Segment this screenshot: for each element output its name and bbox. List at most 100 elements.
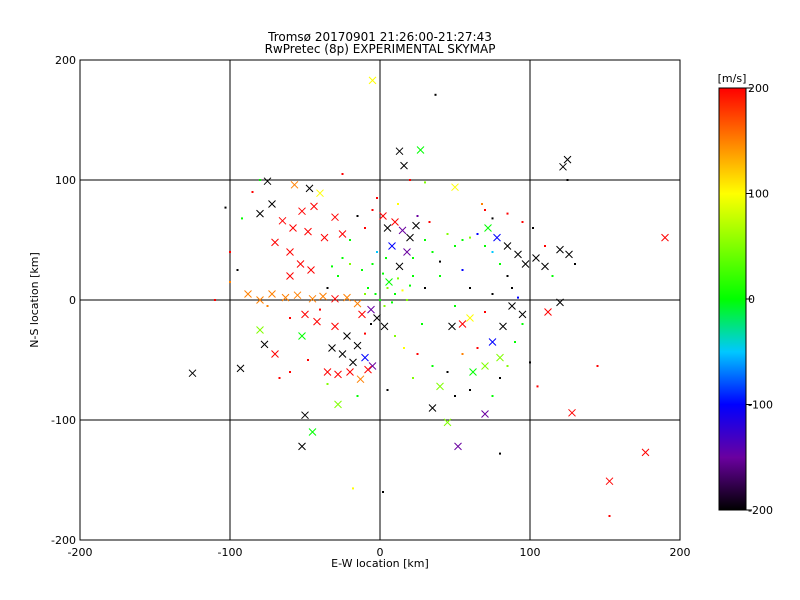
- data-point-dot: [356, 395, 359, 397]
- data-point-cross: [466, 314, 474, 322]
- y-tick-label: 200: [55, 54, 76, 67]
- data-point-dot: [491, 217, 494, 220]
- data-point-cross: [556, 245, 564, 254]
- data-point-cross: [436, 382, 444, 391]
- data-point-cross: [305, 184, 314, 193]
- data-point-cross: [406, 233, 414, 242]
- data-point-dot: [251, 191, 254, 193]
- y-axis-label: N-S location [km]: [28, 252, 41, 348]
- data-point-cross: [304, 227, 312, 236]
- data-point-cross: [454, 442, 462, 451]
- data-point-cross: [448, 322, 456, 331]
- data-point-cross: [364, 365, 372, 374]
- data-point-dot: [499, 377, 501, 379]
- data-point-dot: [382, 491, 384, 493]
- data-point-dot: [376, 251, 378, 253]
- data-point-cross: [395, 262, 404, 271]
- data-point-dot: [229, 281, 231, 283]
- data-point-dot: [521, 323, 524, 325]
- data-point-cross: [188, 369, 197, 378]
- colorbar-tick-label: -100: [748, 399, 773, 412]
- data-point-dot: [551, 275, 554, 277]
- data-point-cross: [268, 200, 276, 208]
- x-tick-label: -100: [218, 546, 243, 559]
- data-point-cross: [416, 146, 425, 154]
- data-point-dot: [352, 487, 354, 490]
- data-point-dot: [241, 217, 243, 220]
- y-tick-labels: -200 -100 0 100 200: [51, 54, 76, 547]
- data-point-dot: [481, 203, 483, 205]
- data-point-cross: [661, 233, 669, 242]
- data-point-cross: [308, 428, 317, 436]
- data-point-dot: [331, 265, 333, 268]
- data-point-dot: [406, 299, 408, 301]
- data-point-dot: [484, 311, 486, 313]
- data-point-cross: [293, 291, 302, 300]
- data-point-cross: [286, 248, 294, 256]
- data-point-cross: [301, 411, 309, 420]
- data-point-dot: [421, 323, 423, 325]
- data-point-dot: [236, 269, 239, 271]
- data-point-dot: [371, 209, 374, 211]
- data-point-cross: [268, 290, 276, 298]
- data-point-cross: [331, 322, 339, 331]
- data-point-dot: [229, 251, 231, 253]
- data-point-cross: [541, 262, 549, 271]
- data-point-dot: [224, 206, 227, 209]
- data-point-cross: [289, 224, 297, 232]
- data-point-dot: [574, 263, 576, 265]
- data-point-dot: [461, 239, 464, 241]
- data-point-cross: [403, 248, 411, 256]
- x-tick-label: 0: [377, 546, 384, 559]
- data-point-cross: [380, 322, 389, 331]
- data-point-cross: [286, 272, 294, 280]
- data-point-dot: [412, 257, 414, 259]
- data-point-dot: [382, 272, 384, 275]
- data-point-dot: [428, 221, 431, 223]
- data-point-dot: [394, 335, 396, 337]
- data-point-cross: [356, 375, 365, 384]
- data-point-dot: [409, 284, 411, 287]
- data-point-dot: [289, 317, 291, 319]
- colorbar-tick-label: 200: [748, 82, 769, 95]
- data-point-cross: [443, 418, 452, 427]
- data-point-cross: [518, 310, 527, 319]
- data-point-cross: [358, 310, 366, 319]
- data-point-cross: [328, 344, 336, 352]
- data-point-dot: [214, 299, 216, 301]
- data-point-dot: [401, 289, 404, 292]
- colorbar-ticks: 200 100 0 -100 -200: [746, 82, 773, 517]
- data-point-dot: [484, 209, 486, 211]
- data-point-dot: [383, 305, 386, 307]
- data-point-cross: [331, 213, 339, 222]
- data-point-dot: [374, 293, 377, 295]
- data-point-dot: [454, 395, 456, 397]
- colorbar-tick-label: -200: [748, 504, 773, 517]
- data-point-cross: [493, 233, 501, 242]
- colorbar-tick-label: 100: [748, 188, 769, 201]
- data-point-dot: [476, 233, 479, 235]
- data-point-cross: [236, 364, 245, 373]
- data-point-cross: [349, 358, 357, 367]
- data-point-cross: [556, 298, 564, 307]
- data-point-cross: [278, 216, 287, 225]
- data-point-cross: [301, 310, 309, 319]
- data-point-cross: [395, 147, 404, 156]
- data-point-cross: [338, 350, 347, 358]
- data-point-dot: [439, 275, 441, 277]
- data-point-dot: [511, 287, 513, 289]
- data-point-dot: [566, 179, 569, 181]
- data-point-cross: [532, 254, 540, 262]
- data-point-dot: [461, 269, 464, 271]
- data-point-dot: [409, 179, 411, 181]
- data-point-dot: [491, 293, 494, 295]
- data-point-cross: [323, 368, 332, 376]
- data-point-dot: [446, 233, 449, 235]
- data-point-dot: [491, 395, 494, 397]
- y-tick-label: -200: [51, 534, 76, 547]
- data-point-dot: [499, 263, 501, 265]
- data-point-cross: [469, 368, 477, 376]
- colorbar-tick-label: 0: [748, 293, 755, 306]
- data-point-cross: [263, 177, 272, 186]
